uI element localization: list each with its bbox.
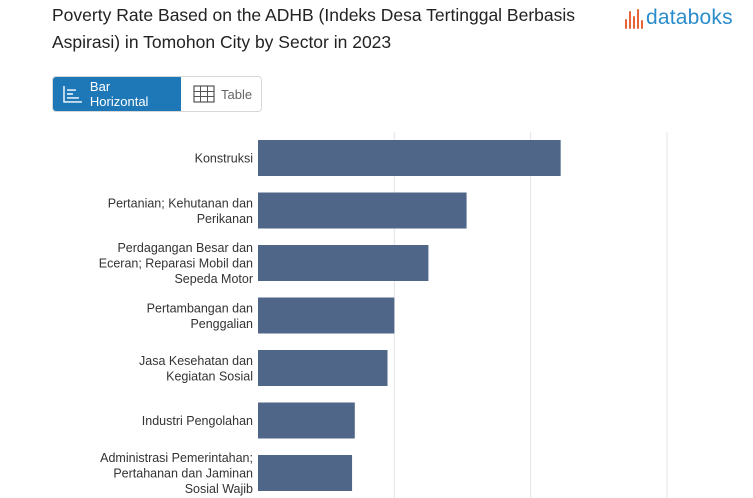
- bar-chart-icon: [63, 86, 82, 103]
- logo-bars-icon: [625, 7, 643, 29]
- bar: [258, 350, 388, 386]
- category-label: Pertanian; Kehutanan dan Perikanan: [108, 196, 253, 226]
- bar: [258, 297, 395, 334]
- category-label: Administrasi Pemerintahan; Pertahanan dan…: [100, 451, 253, 496]
- bar: [258, 192, 467, 229]
- category-label: Perdagangan Besar dan Eceran; Reparasi Mo…: [99, 241, 253, 286]
- bar: [258, 140, 561, 176]
- bar: [258, 245, 429, 281]
- databoks-logo: databoks: [625, 4, 733, 32]
- category-label: Industri Pengolahan: [142, 414, 253, 428]
- category-label: Jasa Kesehatan dan Kegiatan Sosial: [139, 354, 253, 384]
- bar: [258, 402, 355, 439]
- table-button[interactable]: Table: [181, 77, 262, 111]
- bar-horizontal-button[interactable]: Bar Horizontal: [53, 77, 181, 111]
- bar: [258, 455, 353, 491]
- table-label: Table: [221, 86, 253, 102]
- bar-horizontal-label: Bar Horizontal: [89, 79, 149, 109]
- category-label: Pertambangan dan Penggalian: [147, 301, 253, 331]
- category-label: Konstruksi: [195, 152, 253, 166]
- view-toggle: Bar Horizontal Table: [52, 76, 263, 112]
- chart-title: Poverty Rate Based on the ADHB (Indeks D…: [52, 5, 576, 52]
- logo-text: databoks: [646, 6, 733, 29]
- table-icon: [193, 85, 215, 103]
